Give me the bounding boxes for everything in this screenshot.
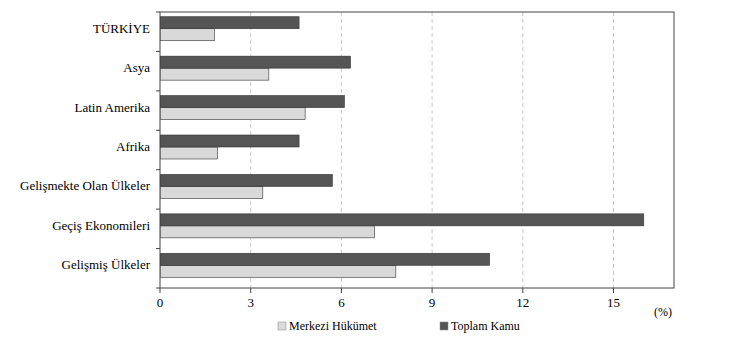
grid-line xyxy=(432,12,433,288)
x-tick xyxy=(522,288,523,293)
y-tick xyxy=(156,90,160,91)
category-label: Gelişmiş Ülkeler xyxy=(62,257,151,272)
legend-label: Merkezi Hükümet xyxy=(289,319,377,333)
chart-svg: TÜRKİYE Asya Latin Amerika Afrika Gelişmekte… xyxy=(0,0,732,339)
bar xyxy=(160,174,332,186)
bar xyxy=(160,265,396,277)
legend-swatch xyxy=(440,322,448,330)
y-tick xyxy=(156,51,160,52)
x-tick-label: 12 xyxy=(516,295,529,310)
x-tick xyxy=(250,288,251,293)
grid-line xyxy=(250,12,251,288)
y-tick xyxy=(156,248,160,249)
grid-line xyxy=(522,12,523,288)
bar xyxy=(160,96,344,108)
chart-container: TÜRKİYE Asya Latin Amerika Afrika Gelişmekte… xyxy=(0,0,732,339)
x-tick-label: 6 xyxy=(338,295,345,310)
bar xyxy=(160,214,644,226)
y-tick xyxy=(156,12,160,13)
bars xyxy=(160,17,644,278)
y-tick xyxy=(156,169,160,170)
bar xyxy=(160,56,350,68)
x-tick xyxy=(341,288,342,293)
x-tick-label: 15 xyxy=(607,295,620,310)
bar xyxy=(160,108,305,120)
legend-label: Toplam Kamu xyxy=(451,319,520,333)
grid-line xyxy=(613,12,614,288)
category-label: Afrika xyxy=(116,139,150,154)
x-tick xyxy=(432,288,433,293)
bar xyxy=(160,135,299,147)
bar xyxy=(160,186,263,198)
bar xyxy=(160,253,490,265)
category-label: Geçiş Ekonomileri xyxy=(52,218,150,233)
plot-frame xyxy=(160,12,674,288)
legend-swatch xyxy=(278,322,286,330)
x-tick-label: 0 xyxy=(157,295,164,310)
x-tick-label: 3 xyxy=(247,295,254,310)
category-label: Gelişmekte Olan Ülkeler xyxy=(20,178,151,193)
category-label: Asya xyxy=(123,60,150,75)
x-tick-label: 9 xyxy=(429,295,436,310)
bar xyxy=(160,226,375,238)
y-tick xyxy=(156,288,160,289)
x-tick xyxy=(160,288,161,293)
bar xyxy=(160,68,269,80)
bar xyxy=(160,147,217,159)
x-axis-label: (%) xyxy=(654,305,672,319)
category-label: TÜRKİYE xyxy=(93,21,150,36)
bar xyxy=(160,17,299,29)
category-label: Latin Amerika xyxy=(75,100,151,115)
y-tick xyxy=(156,130,160,131)
y-tick xyxy=(156,209,160,210)
grid-line xyxy=(341,12,342,288)
x-tick xyxy=(613,288,614,293)
bar xyxy=(160,29,214,41)
